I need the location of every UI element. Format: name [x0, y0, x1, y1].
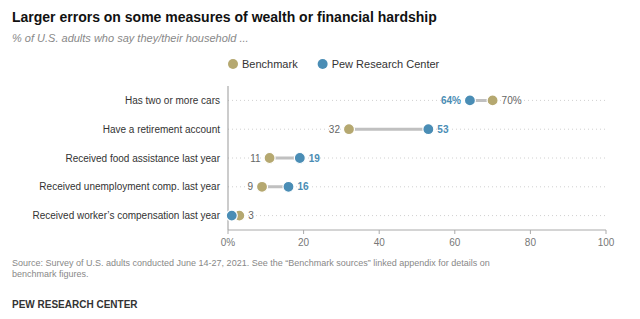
source-line: Source: Survey of U.S. adults conducted … [12, 258, 490, 268]
grid-line [228, 100, 606, 101]
category-label: Has two or more cars [125, 95, 220, 106]
data-label: 3 [248, 210, 254, 221]
dot [464, 95, 475, 106]
zero-line [228, 86, 229, 230]
data-label: 64% [441, 95, 461, 106]
category-label: Received unemployment comp. last year [39, 181, 220, 192]
source-note: Source: Survey of U.S. adults conducted … [12, 258, 490, 279]
legend-swatch [318, 59, 328, 69]
legend: Benchmark Pew Research Center [228, 58, 440, 70]
category-label: Received food assistance last year [65, 153, 220, 164]
grid-line [228, 215, 606, 216]
x-axis-line [228, 230, 606, 231]
data-label: 9 [247, 181, 253, 192]
legend-label: Pew Research Center [332, 58, 440, 70]
data-label: 16 [297, 181, 309, 192]
category-label: Received worker’s compensation last year [33, 210, 221, 221]
x-tick [454, 230, 455, 234]
x-tick-label: 40 [374, 237, 386, 248]
data-label: 11 [250, 153, 261, 164]
x-tick-label: 80 [525, 237, 537, 248]
dot [283, 181, 294, 192]
x-tick [303, 230, 304, 234]
legend-swatch [228, 59, 238, 69]
dot [264, 153, 275, 164]
data-label: 53 [437, 124, 449, 135]
data-label: 70% [502, 95, 522, 106]
title: Larger errors on some measures of wealth… [12, 9, 437, 25]
x-tick [379, 230, 380, 234]
x-tick-label: 100 [598, 237, 615, 248]
data-label: 19 [309, 153, 321, 164]
dot [257, 181, 268, 192]
category-label: Have a retirement account [103, 124, 221, 135]
x-tick [530, 230, 531, 234]
x-tick-label: 20 [298, 237, 310, 248]
x-tick [606, 230, 607, 234]
x-tick [228, 230, 229, 234]
dot [226, 210, 237, 221]
data-label: 32 [329, 124, 341, 135]
grid-line [228, 129, 606, 130]
x-tick-label: 0% [221, 237, 236, 248]
dot [343, 124, 354, 135]
connector [349, 128, 428, 131]
grid-line [228, 158, 606, 159]
legend-label: Benchmark [242, 58, 298, 70]
dot [294, 153, 305, 164]
dot [487, 95, 498, 106]
x-tick-label: 60 [449, 237, 461, 248]
marks [226, 95, 498, 221]
subtitle: % of U.S. adults who say they/their hous… [12, 32, 249, 44]
dot [423, 124, 434, 135]
source-line: benchmark figures. [12, 269, 89, 279]
footer: PEW RESEARCH CENTER [12, 299, 138, 310]
chart: Larger errors on some measures of wealth… [0, 0, 640, 319]
